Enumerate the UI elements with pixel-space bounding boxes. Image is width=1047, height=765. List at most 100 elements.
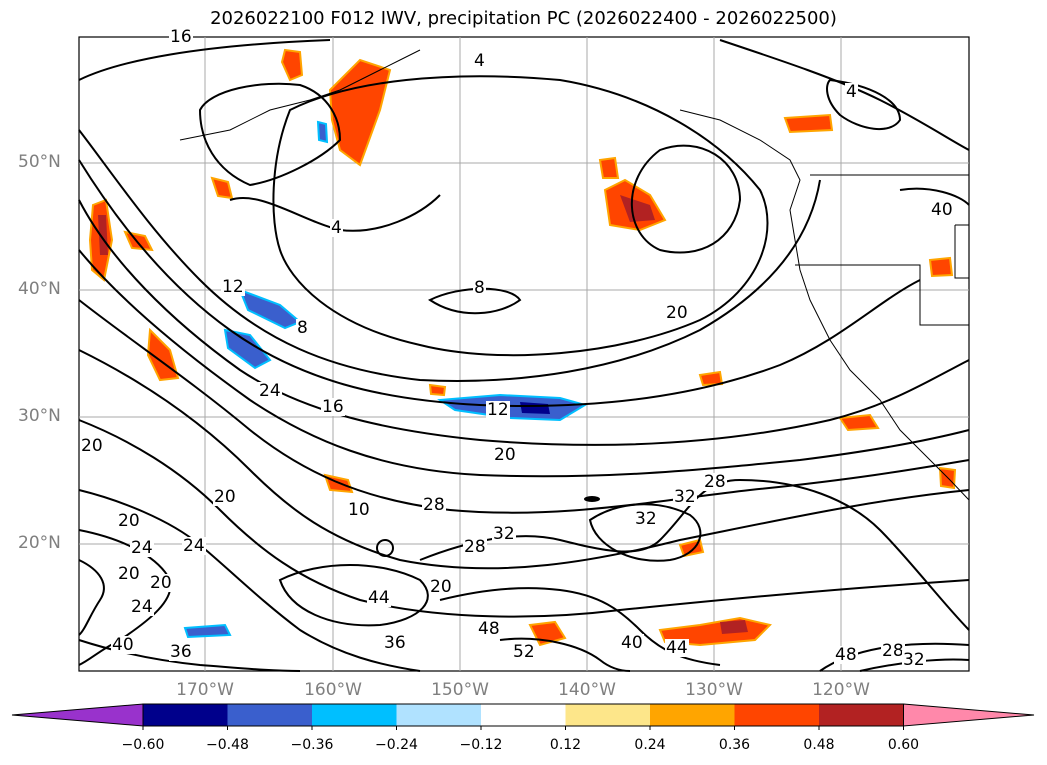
contour-label: 8 (297, 318, 308, 338)
contour-label-background (258, 382, 282, 400)
contour-label-background (117, 565, 141, 583)
precip-patch (238, 288, 302, 330)
contour-label-background (330, 219, 343, 237)
colorbar-tick-label: −0.60 (121, 737, 165, 753)
precip-patch (720, 620, 748, 634)
colorbar-tick-label: −0.36 (290, 737, 334, 753)
contour-closed-loop (584, 496, 600, 502)
contour-label: 20 (81, 436, 103, 456)
contour-label-background (169, 28, 193, 46)
colorbar-tick-label: 0.60 (887, 737, 920, 753)
contour-label: 20 (118, 564, 140, 584)
colorbar-segment (565, 704, 650, 726)
contour-label-background (477, 620, 501, 638)
colorbar-segment (734, 704, 819, 726)
contour-label-background (673, 488, 697, 506)
contour-label: 52 (513, 642, 535, 662)
contour-label: 24 (183, 536, 205, 556)
contour-label-background (221, 278, 245, 296)
contour-label: 12 (487, 400, 509, 420)
contour-label: 20 (150, 573, 172, 593)
contour-label-background (117, 512, 141, 530)
contour-label-background (634, 510, 658, 528)
contour-label: 20 (666, 303, 688, 323)
contour-label: 4 (846, 82, 857, 102)
contour-label: 28 (423, 495, 445, 515)
contour-label: 20 (214, 487, 236, 507)
longitude-label: 160°W (304, 680, 362, 700)
contour-label: 20 (430, 577, 452, 597)
graticule (79, 37, 969, 671)
contour-label-background (486, 401, 510, 419)
colorbar-segment (227, 704, 312, 726)
contour-label: 40 (621, 633, 643, 653)
longitude-label: 120°W (812, 680, 870, 700)
contour-label: 28 (704, 472, 726, 492)
contour-label: 8 (474, 278, 485, 298)
contour-label-background (321, 398, 345, 416)
contour-label-background (930, 201, 954, 219)
colorbar-tick-label: 0.12 (549, 737, 582, 753)
precip-patch (183, 623, 232, 639)
contour-label-background (383, 634, 407, 652)
precip-patch (223, 328, 272, 370)
contour-label: 24 (131, 538, 153, 558)
contour-label-background (665, 639, 689, 657)
contour-label-background (463, 538, 487, 556)
precip-patch (783, 113, 834, 134)
contour-closed-loop (376, 539, 394, 557)
colorbar-outline (142, 703, 904, 727)
contour-label-background (347, 501, 371, 519)
colorbar-tick-label: 0.36 (718, 737, 751, 753)
precip-patch (598, 156, 620, 179)
contour-label: 16 (170, 27, 192, 47)
contour-label-background (473, 279, 486, 297)
contour-label: 32 (674, 487, 696, 507)
longitude-label: 150°W (431, 680, 489, 700)
precip-patch (620, 195, 655, 222)
colorbar-segment (143, 704, 228, 726)
colorbar-segment (312, 704, 397, 726)
longitude-label: 170°W (176, 680, 234, 700)
colorbar-segment (650, 704, 735, 726)
colorbar-tick-label: 0.48 (803, 737, 835, 753)
latitude-label: 50°N (18, 152, 61, 172)
contour-label: 32 (635, 509, 657, 529)
contour-label-background (665, 304, 689, 322)
precip-patch (280, 48, 304, 82)
contour-label-background (429, 578, 453, 596)
contour-label: 28 (464, 537, 486, 557)
latitude-label: 40°N (18, 279, 61, 299)
contour-label: 44 (368, 588, 390, 608)
contour-label-background (834, 646, 858, 664)
contour-label-background (130, 598, 154, 616)
contour-label-background (492, 525, 516, 543)
contour-label: 10 (348, 500, 370, 520)
colorbar-tick-label: −0.12 (459, 737, 503, 753)
colorbar-extend-left (11, 703, 144, 727)
contour-label-background (213, 488, 237, 506)
colorbar-extend-right (903, 703, 1035, 727)
map-frame (78, 36, 970, 672)
contour-label-background (881, 642, 905, 660)
longitude-label: 130°W (685, 680, 743, 700)
coastlines (179, 49, 970, 501)
contour-label: 32 (493, 524, 515, 544)
precip-patch (210, 176, 234, 200)
contour-label-background (367, 589, 391, 607)
contour-label: 44 (666, 638, 688, 658)
colorbar-tick-label: −0.48 (206, 737, 249, 753)
contour-label-background (80, 437, 104, 455)
colorbar-segment (396, 704, 481, 726)
contour-label-background (703, 473, 727, 491)
contour-label: 12 (222, 277, 244, 297)
contour-label-background (149, 574, 173, 592)
precip-patch (928, 256, 954, 278)
precip-patch (316, 120, 329, 144)
contour-label: 24 (131, 597, 153, 617)
map-title: 2026022100 F012 IWV, precipitation PC (2… (210, 8, 837, 29)
contour-label: 32 (903, 650, 925, 670)
latitude-label: 30°N (18, 406, 61, 426)
